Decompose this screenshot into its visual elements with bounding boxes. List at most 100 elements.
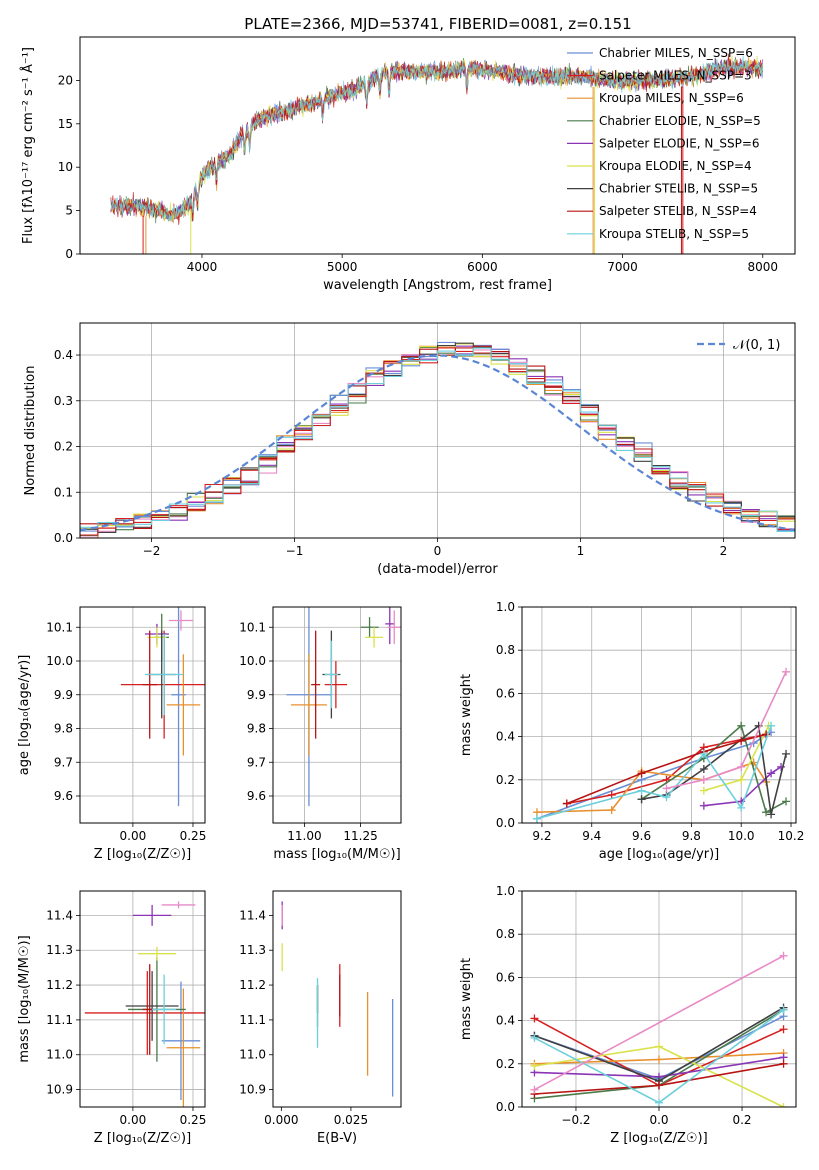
weight-marker bbox=[699, 801, 708, 810]
x-tick-label: 0.0 bbox=[649, 1113, 668, 1127]
weight-marker bbox=[762, 808, 771, 817]
y-tick-label: 9.9 bbox=[247, 688, 266, 702]
y-tick-label: 10.9 bbox=[239, 1083, 266, 1097]
x-tick-label: 2 bbox=[720, 544, 728, 558]
weight-marker bbox=[737, 736, 746, 745]
y-tick-label: 10.0 bbox=[239, 654, 266, 668]
axes-frame bbox=[79, 36, 796, 255]
x-tick-label: 1 bbox=[577, 544, 585, 558]
y-tick-label: 9.7 bbox=[54, 755, 73, 769]
y-tick-label: 9.8 bbox=[247, 722, 266, 736]
weight-marker bbox=[737, 775, 746, 784]
y-tick-label: 11.3 bbox=[239, 943, 266, 957]
legend-entry: Chabrier MILES, N_SSP=6 bbox=[599, 46, 753, 60]
y-axis-label: age [log₁₀(age/yr)] bbox=[17, 655, 32, 776]
x-tick-label: 8000 bbox=[747, 260, 778, 274]
y-tick-label: 0.0 bbox=[496, 1100, 515, 1114]
y-tick-label: 0.4 bbox=[54, 348, 73, 362]
legend-entry: Salpeter MILES, N_SSP=3 bbox=[599, 69, 752, 83]
axes-frame bbox=[521, 606, 797, 824]
legend-entry: Chabrier ELODIE, N_SSP=5 bbox=[599, 114, 761, 128]
weight-marker bbox=[782, 667, 791, 676]
x-tick-label: −0.2 bbox=[561, 1113, 590, 1127]
y-tick-label: 5 bbox=[65, 204, 73, 218]
x-axis-label: Z [log₁₀(Z/Z☉)] bbox=[94, 1131, 191, 1146]
spectrum-line bbox=[110, 55, 764, 223]
weight-marker bbox=[607, 790, 616, 799]
weight-marker bbox=[767, 810, 776, 819]
y-tick-label: 11.3 bbox=[46, 943, 73, 957]
legend-entry: 𝒩(0, 1) bbox=[733, 338, 780, 353]
y-tick-label: 9.6 bbox=[54, 789, 73, 803]
weight-line bbox=[534, 955, 784, 1091]
x-axis-label: age [log₁₀(age/yr)] bbox=[599, 847, 720, 862]
legend-entry: Kroupa ELODIE, N_SSP=4 bbox=[599, 159, 752, 173]
weight-marker bbox=[779, 1025, 788, 1034]
residual-histogram bbox=[80, 347, 795, 532]
axes-frame bbox=[272, 606, 402, 824]
x-tick-label: 5000 bbox=[327, 260, 358, 274]
y-tick-label: 11.2 bbox=[46, 978, 73, 992]
weight-marker bbox=[737, 721, 746, 730]
x-tick-label: 9.6 bbox=[632, 829, 651, 843]
y-tick-label: 9.8 bbox=[54, 722, 73, 736]
y-tick-label: 0.6 bbox=[496, 970, 515, 984]
y-tick-label: 11.4 bbox=[239, 908, 266, 922]
plot-area bbox=[286, 607, 401, 807]
x-tick-label: −2 bbox=[143, 544, 161, 558]
weight-marker bbox=[662, 793, 671, 802]
x-tick-label: 0.00 bbox=[120, 829, 147, 843]
weight-marker bbox=[655, 1081, 663, 1090]
weight-marker bbox=[699, 765, 708, 773]
y-tick-label: 10.9 bbox=[46, 1083, 73, 1097]
plot-area bbox=[532, 667, 791, 823]
y-tick-label: 9.7 bbox=[247, 755, 266, 769]
axes-frame bbox=[272, 890, 402, 1108]
y-tick-label: 0.3 bbox=[54, 394, 73, 408]
x-tick-label: 9.2 bbox=[532, 829, 551, 843]
plot-area bbox=[530, 951, 788, 1107]
y-tick-label: 0.8 bbox=[496, 643, 515, 657]
age-vs-mass-panel: 11.00 11.25 9.6 9.7 9.8 9.9 10.0 10.1 mass [log₁… bbox=[239, 606, 402, 862]
weight-marker bbox=[699, 786, 708, 795]
weight-marker bbox=[779, 951, 788, 960]
y-tick-label: 11.0 bbox=[239, 1048, 266, 1062]
y-tick-label: 0.0 bbox=[54, 531, 73, 545]
y-tick-label: 1.0 bbox=[496, 884, 515, 898]
plot-area bbox=[84, 901, 205, 1107]
weight-marker bbox=[637, 786, 646, 795]
y-tick-label: 9.6 bbox=[247, 789, 266, 803]
weight-marker bbox=[737, 762, 746, 771]
weight-marker bbox=[699, 749, 708, 758]
plot-area bbox=[120, 607, 205, 807]
y-tick-label: 11.2 bbox=[239, 978, 266, 992]
axes-frame bbox=[79, 890, 206, 1108]
weight-marker bbox=[607, 806, 616, 815]
weight-marker bbox=[637, 795, 646, 804]
y-axis-label: mass [log₁₀(M/M☉)] bbox=[17, 935, 32, 1062]
x-tick-label: 0 bbox=[434, 544, 442, 558]
weight-marker bbox=[530, 1033, 539, 1042]
y-axis-label: Flux [fλ10⁻¹⁷ erg cm⁻² s⁻¹ Å⁻¹] bbox=[20, 47, 36, 244]
x-tick-label: −1 bbox=[286, 544, 304, 558]
x-axis-label: Z [log₁₀(Z/Z☉)] bbox=[610, 1131, 707, 1146]
legend-entry: Salpeter STELIB, N_SSP=4 bbox=[599, 204, 757, 218]
weight-line bbox=[536, 731, 772, 820]
weight-line bbox=[641, 724, 787, 815]
y-tick-label: 10.1 bbox=[239, 620, 266, 634]
weight-marker bbox=[562, 799, 571, 808]
x-tick-label: 0.25 bbox=[180, 829, 207, 843]
weight-line bbox=[536, 725, 772, 820]
y-tick-label: 11.1 bbox=[239, 1013, 266, 1027]
x-tick-label: 9.4 bbox=[582, 829, 601, 843]
y-tick-label: 11.1 bbox=[46, 1013, 73, 1027]
x-tick-label: 11.00 bbox=[287, 829, 321, 843]
x-tick-label: 4000 bbox=[187, 260, 218, 274]
weight-marker bbox=[655, 1055, 663, 1064]
plot-area bbox=[281, 901, 394, 1097]
weight-marker bbox=[782, 749, 791, 758]
y-tick-label: 0 bbox=[65, 247, 73, 261]
axes-frame bbox=[79, 606, 206, 824]
x-tick-label: 0.2 bbox=[732, 1113, 751, 1127]
